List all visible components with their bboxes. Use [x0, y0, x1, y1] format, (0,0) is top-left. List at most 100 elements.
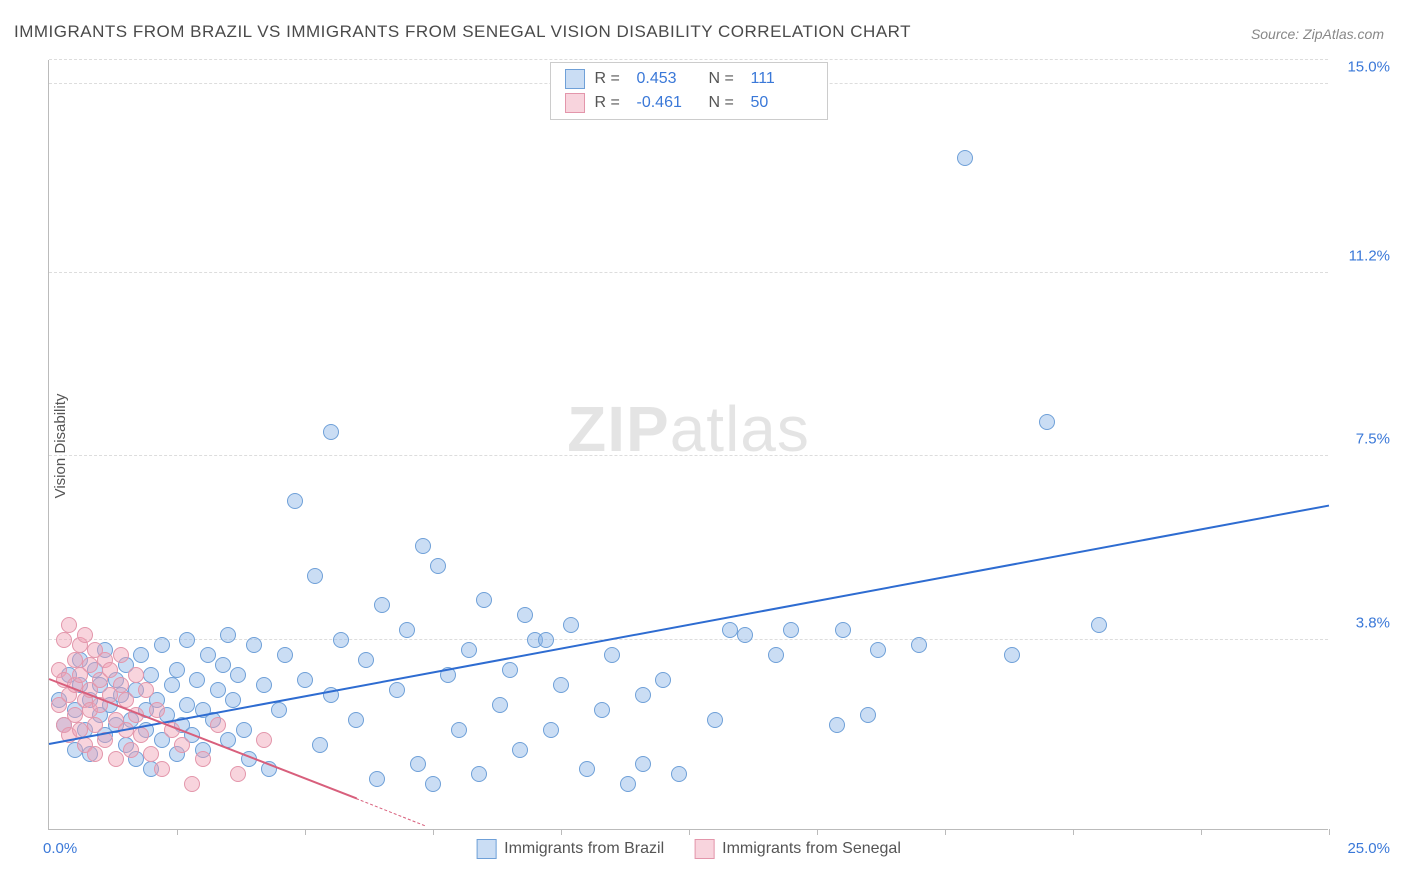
scatter-point	[133, 647, 149, 663]
scatter-point	[133, 727, 149, 743]
scatter-point	[200, 647, 216, 663]
y-tick-label: 7.5%	[1356, 431, 1390, 448]
scatter-point	[82, 657, 98, 673]
correlation-legend-row: R = -0.461 N = 50	[565, 91, 813, 115]
scatter-point	[737, 627, 753, 643]
scatter-point	[410, 756, 426, 772]
scatter-point	[374, 597, 390, 613]
legend-swatch	[565, 93, 585, 113]
scatter-point	[102, 662, 118, 678]
scatter-point	[215, 657, 231, 673]
scatter-point	[256, 677, 272, 693]
x-tick	[305, 829, 306, 835]
scatter-point	[220, 627, 236, 643]
scatter-point	[594, 702, 610, 718]
series-legend-item: Immigrants from Brazil	[476, 839, 664, 859]
scatter-point	[236, 722, 252, 738]
x-max-label: 25.0%	[1347, 840, 1390, 857]
scatter-point	[655, 672, 671, 688]
scatter-point	[860, 707, 876, 723]
gridline-horizontal	[49, 639, 1328, 640]
scatter-point	[911, 637, 927, 653]
scatter-point	[143, 746, 159, 762]
scatter-point	[189, 672, 205, 688]
scatter-point	[348, 712, 364, 728]
scatter-point	[1039, 414, 1055, 430]
x-tick	[689, 829, 690, 835]
scatter-point	[957, 150, 973, 166]
scatter-point	[492, 697, 508, 713]
scatter-point	[87, 746, 103, 762]
scatter-point	[230, 667, 246, 683]
scatter-point	[77, 627, 93, 643]
scatter-point	[451, 722, 467, 738]
source-attribution: Source: ZipAtlas.com	[1251, 26, 1384, 42]
scatter-point	[56, 632, 72, 648]
r-label: R =	[595, 94, 627, 112]
scatter-point	[195, 751, 211, 767]
scatter-point	[138, 682, 154, 698]
scatter-point	[563, 617, 579, 633]
scatter-point	[461, 642, 477, 658]
scatter-point	[307, 568, 323, 584]
scatter-point	[389, 682, 405, 698]
r-value: -0.461	[637, 94, 699, 112]
series-legend-item: Immigrants from Senegal	[694, 839, 901, 859]
scatter-point	[164, 677, 180, 693]
legend-swatch	[565, 69, 585, 89]
scatter-point	[553, 677, 569, 693]
scatter-point	[123, 742, 139, 758]
x-tick	[945, 829, 946, 835]
scatter-point	[113, 677, 129, 693]
gridline-horizontal	[49, 272, 1328, 273]
scatter-point	[517, 607, 533, 623]
scatter-point	[579, 761, 595, 777]
scatter-point	[277, 647, 293, 663]
scatter-point	[179, 632, 195, 648]
scatter-point	[210, 682, 226, 698]
scatter-point	[169, 662, 185, 678]
y-tick-label: 15.0%	[1347, 58, 1390, 75]
scatter-point	[870, 642, 886, 658]
scatter-point	[512, 742, 528, 758]
scatter-point	[67, 707, 83, 723]
regression-line-dashed	[356, 798, 425, 826]
legend-swatch	[694, 839, 714, 859]
scatter-point	[271, 702, 287, 718]
scatter-point	[835, 622, 851, 638]
scatter-point	[358, 652, 374, 668]
scatter-point	[707, 712, 723, 728]
scatter-point	[476, 592, 492, 608]
scatter-point	[543, 722, 559, 738]
scatter-point	[768, 647, 784, 663]
scatter-point	[1091, 617, 1107, 633]
scatter-point	[471, 766, 487, 782]
y-tick-label: 11.2%	[1349, 247, 1390, 264]
chart-title: IMMIGRANTS FROM BRAZIL VS IMMIGRANTS FRO…	[14, 22, 911, 42]
scatter-point	[128, 667, 144, 683]
scatter-point	[671, 766, 687, 782]
scatter-point	[87, 717, 103, 733]
plot-area: ZIPatlas 3.8%7.5%11.2%15.0%0.0%25.0%R =0…	[48, 60, 1328, 830]
x-tick	[177, 829, 178, 835]
scatter-point	[108, 751, 124, 767]
watermark-rest: atlas	[670, 393, 810, 465]
regression-line	[49, 504, 1329, 744]
x-tick	[1201, 829, 1202, 835]
x-tick	[1073, 829, 1074, 835]
scatter-point	[333, 632, 349, 648]
r-value: 0.453	[637, 70, 699, 88]
scatter-point	[174, 737, 190, 753]
scatter-point	[415, 538, 431, 554]
gridline-horizontal	[49, 455, 1328, 456]
r-label: R =	[595, 70, 627, 88]
scatter-point	[1004, 647, 1020, 663]
n-label: N =	[709, 94, 741, 112]
n-value: 50	[751, 94, 813, 112]
correlation-legend: R =0.453N =111R =-0.461N =50	[550, 62, 828, 120]
scatter-point	[783, 622, 799, 638]
correlation-legend-row: R =0.453N =111	[565, 67, 813, 91]
y-tick-label: 3.8%	[1356, 615, 1390, 632]
scatter-point	[620, 776, 636, 792]
scatter-point	[225, 692, 241, 708]
